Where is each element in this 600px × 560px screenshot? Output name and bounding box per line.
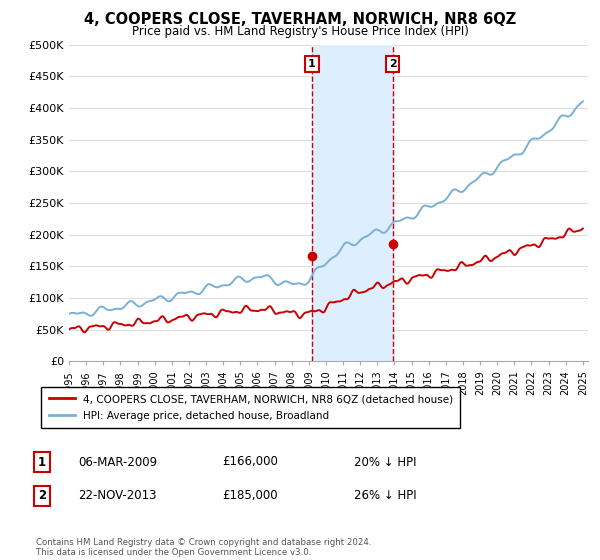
Legend: 4, COOPERS CLOSE, TAVERHAM, NORWICH, NR8 6QZ (detached house), HPI: Average pric: 4, COOPERS CLOSE, TAVERHAM, NORWICH, NR8… [41, 387, 460, 428]
Text: £185,000: £185,000 [222, 489, 278, 502]
Text: Contains HM Land Registry data © Crown copyright and database right 2024.
This d: Contains HM Land Registry data © Crown c… [36, 538, 371, 557]
Text: 22-NOV-2013: 22-NOV-2013 [78, 489, 157, 502]
Text: 1: 1 [38, 455, 46, 469]
Text: Price paid vs. HM Land Registry's House Price Index (HPI): Price paid vs. HM Land Registry's House … [131, 25, 469, 38]
Bar [312, 45, 393, 361]
Text: 20% ↓ HPI: 20% ↓ HPI [354, 455, 416, 469]
Text: £166,000: £166,000 [222, 455, 278, 469]
Text: 06-MAR-2009: 06-MAR-2009 [78, 455, 157, 469]
Text: 26% ↓ HPI: 26% ↓ HPI [354, 489, 416, 502]
Text: 2: 2 [389, 59, 397, 69]
Text: 1: 1 [308, 59, 316, 69]
Text: 4, COOPERS CLOSE, TAVERHAM, NORWICH, NR8 6QZ: 4, COOPERS CLOSE, TAVERHAM, NORWICH, NR8… [84, 12, 516, 27]
Text: 2: 2 [38, 489, 46, 502]
